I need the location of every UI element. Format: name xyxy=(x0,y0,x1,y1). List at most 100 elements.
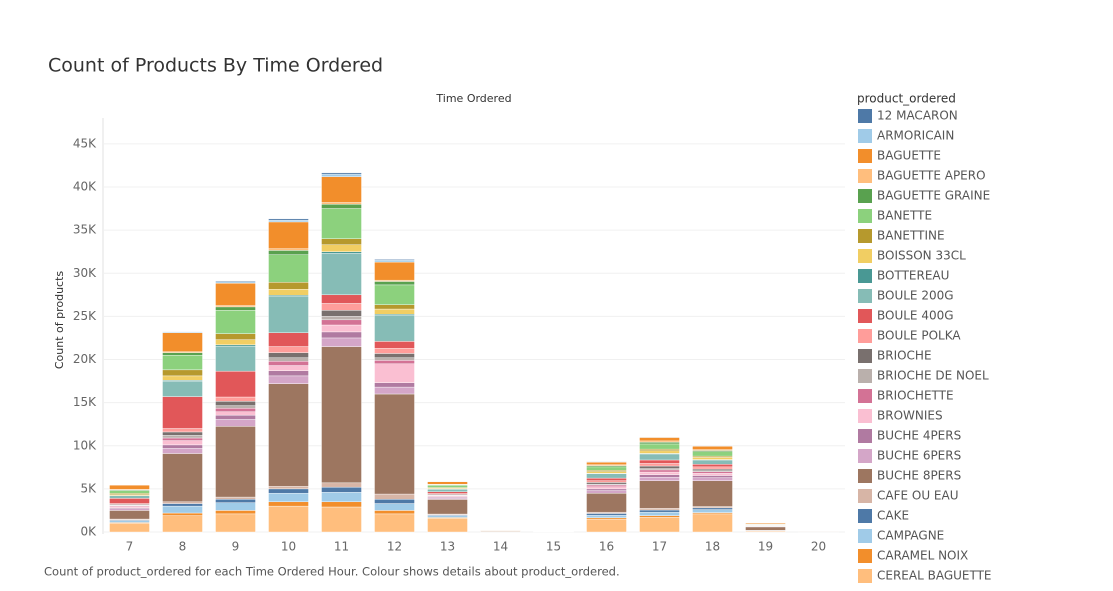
bar-segment xyxy=(322,252,362,254)
legend-label: BOULE 400G xyxy=(877,309,954,323)
bar-segment xyxy=(428,499,468,514)
legend-label: BOULE POLKA xyxy=(877,329,961,343)
bar-segment xyxy=(269,333,309,347)
bar-segment xyxy=(163,370,203,376)
bar-segment xyxy=(269,222,309,249)
bar-segment xyxy=(375,309,415,314)
bar-segment xyxy=(640,512,680,515)
bar-segment xyxy=(269,297,309,333)
legend-label: BANETTINE xyxy=(877,229,945,243)
bar-segment xyxy=(693,472,733,474)
legend-label: 12 MACARON xyxy=(877,109,958,123)
bar-segment xyxy=(322,310,362,316)
bar-segment xyxy=(375,514,415,532)
bar-segment xyxy=(375,285,415,305)
bar-segment xyxy=(322,316,362,319)
y-tick-label: 20K xyxy=(73,352,97,366)
bar-segment xyxy=(693,510,733,513)
y-tick-label: 5K xyxy=(80,481,97,495)
bar-segment xyxy=(587,491,627,494)
bar-segment xyxy=(375,305,415,309)
bar-segment xyxy=(322,253,362,294)
bar-segment xyxy=(163,397,203,429)
bar-segment xyxy=(375,316,415,342)
bar-segment xyxy=(587,485,627,487)
chart-title: Count of Products By Time Ordered xyxy=(48,55,383,77)
bar-segment xyxy=(640,437,680,440)
bar-segment xyxy=(269,249,309,251)
legend-swatch xyxy=(858,529,872,543)
legend-label: BOTTEREAU xyxy=(877,269,949,283)
bar-segment xyxy=(163,516,203,532)
bar-segment xyxy=(322,204,362,208)
legend-label: BRIOCHE DE NOEL xyxy=(877,369,989,383)
bar-segment xyxy=(216,307,256,310)
bar-segment xyxy=(216,499,256,502)
bar-segment xyxy=(322,203,362,205)
bar-segment xyxy=(322,332,362,338)
bar-segment xyxy=(375,341,415,348)
bar-segment xyxy=(322,303,362,310)
bar-segment xyxy=(375,348,415,353)
x-axis-title: Time Ordered xyxy=(435,92,511,105)
bar-segment xyxy=(216,419,256,426)
bar-segment xyxy=(216,340,256,345)
bar-segment xyxy=(269,384,309,487)
bar-segment xyxy=(269,376,309,384)
legend-label: BANETTE xyxy=(877,209,932,223)
bar-segment xyxy=(693,508,733,510)
legend-swatch xyxy=(858,449,872,463)
bar-segment xyxy=(216,406,256,409)
bar-segment xyxy=(322,325,362,332)
y-tick-label: 15K xyxy=(73,395,97,409)
bar-segment xyxy=(587,515,627,518)
bar-segment xyxy=(693,467,733,469)
bar-segment xyxy=(375,259,415,260)
bar-segment xyxy=(640,477,680,480)
y-tick-label: 0K xyxy=(80,525,97,539)
legend-label: BROWNIES xyxy=(877,409,943,423)
legend-swatch xyxy=(858,129,872,143)
bar-segment xyxy=(640,475,680,478)
bar-segment xyxy=(163,445,203,448)
legend-swatch xyxy=(858,229,872,243)
legend-label: BUCHE 6PERS xyxy=(877,449,961,463)
bar-segment xyxy=(216,415,256,419)
x-tick-label: 9 xyxy=(232,540,240,554)
legend-label: BOULE 200G xyxy=(877,289,954,303)
bar-segment xyxy=(269,255,309,283)
bar-segment xyxy=(640,444,680,449)
bar-segment xyxy=(322,320,362,325)
bar-segment xyxy=(322,173,362,174)
bar-segment xyxy=(693,478,733,481)
bar-segment xyxy=(587,513,627,515)
bar-segment xyxy=(587,482,627,484)
bar-segment xyxy=(693,476,733,478)
bar-segment xyxy=(216,334,256,340)
x-tick-label: 7 xyxy=(126,540,134,554)
bar-segment xyxy=(693,469,733,471)
bar-segment xyxy=(216,510,256,513)
bar-segment xyxy=(428,518,468,532)
bar-segment xyxy=(693,457,733,459)
x-tick-label: 20 xyxy=(811,540,826,554)
bar-segment xyxy=(216,397,256,401)
legend-label: CEREAL BAGUETTE xyxy=(877,569,992,583)
bar-segment xyxy=(587,519,627,532)
bar-segment xyxy=(216,371,256,397)
bar-segment xyxy=(269,353,309,358)
bar-segment xyxy=(269,506,309,532)
bar-segment xyxy=(216,281,256,282)
bar-segment xyxy=(163,506,203,513)
x-tick-label: 10 xyxy=(281,540,296,554)
bar-segment xyxy=(640,463,680,466)
legend-label: CAKE xyxy=(877,509,909,523)
bar-segment xyxy=(163,504,203,507)
legend-label: BAGUETTE APERO xyxy=(877,169,986,183)
bar-segment xyxy=(587,462,627,465)
bar-segment xyxy=(693,452,733,456)
legend-label: BRIOCHETTE xyxy=(877,389,954,403)
legend-swatch xyxy=(858,549,872,563)
bar-segment xyxy=(640,449,680,451)
bar-segment xyxy=(269,282,309,289)
